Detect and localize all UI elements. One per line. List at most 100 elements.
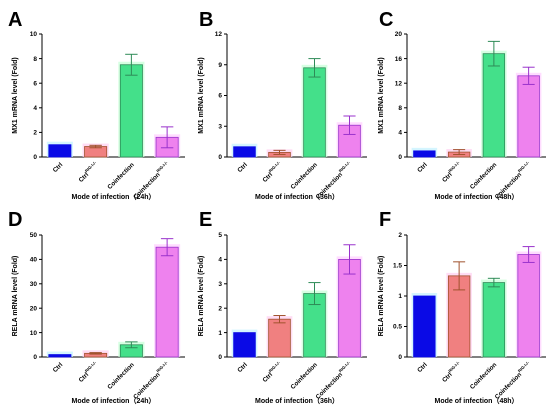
bar-group	[481, 40, 507, 158]
y-axis-label: MX1 mRNA level (Fold)	[12, 57, 19, 133]
y-tick-label: 4	[398, 130, 402, 137]
bar-3	[119, 64, 143, 158]
category-label-base: Ctrl	[261, 171, 274, 184]
y-tick-label: 16	[395, 56, 403, 63]
panel-letter: F	[379, 209, 391, 231]
y-tick-label: 50	[30, 232, 38, 239]
y-tick-label: 0	[33, 354, 37, 361]
bar-3	[482, 53, 506, 158]
y-tick-label: 40	[30, 257, 38, 264]
category-label-base: Ctrl	[78, 171, 91, 184]
y-tick-label: 6	[33, 80, 37, 87]
category-label: CtrlRIG-I-/-	[76, 160, 100, 184]
category-label-superscript: RIG-I-/-	[447, 160, 461, 174]
panel-letter: E	[199, 209, 212, 231]
y-tick-label: 0	[398, 354, 402, 361]
y-tick-label: 10	[30, 330, 38, 337]
bar-group	[336, 115, 363, 158]
bar-group	[411, 147, 438, 158]
y-tick-label: 8	[398, 105, 402, 112]
bar-4	[517, 75, 540, 158]
y-tick-label: 9	[218, 62, 222, 69]
bar-group	[481, 277, 507, 358]
y-tick-label: 0	[218, 354, 222, 361]
category-label-superscript: RIG-I-/-	[447, 360, 461, 374]
category-label-superscript: RIG-I-/-	[84, 360, 98, 374]
bar-group	[82, 143, 109, 158]
category-label-base: Coinfection	[106, 361, 136, 391]
category-label-base: Coinfection	[132, 371, 162, 401]
y-tick-label: 6	[218, 93, 222, 100]
x-axis-label: Mode of infection（36h）	[255, 193, 339, 201]
y-tick-label: 1	[398, 293, 402, 300]
category-label-superscript: RIG-I-/-	[517, 160, 531, 174]
y-tick-label: 3	[218, 281, 222, 288]
bar-3	[303, 67, 326, 158]
category-label: CtrlRIG-I-/-	[260, 360, 284, 384]
y-tick-label: 0.5	[393, 324, 402, 331]
bar-group	[46, 351, 73, 358]
category-label: Ctrl	[52, 361, 65, 374]
y-tick-label: 1.5	[393, 263, 402, 270]
bar-group	[411, 293, 438, 358]
category-label-base: Coinfection	[289, 161, 319, 191]
x-axis-label: Mode of infection（48h）	[435, 397, 519, 405]
bar-2	[268, 318, 291, 358]
bar-1	[233, 146, 256, 158]
bar-group	[82, 350, 109, 358]
y-tick-label: 4	[33, 105, 37, 112]
y-tick-label: 10	[30, 31, 38, 38]
bar-group	[46, 141, 73, 158]
category-label: Ctrl	[52, 161, 65, 174]
category-label: CtrlRIG-I-/-	[440, 160, 464, 184]
y-axis-label: RELA mRNA level (Fold)	[12, 256, 19, 337]
category-label-base: Coinfection	[106, 161, 136, 191]
panel-letter: B	[199, 9, 213, 31]
y-tick-label: 4	[218, 257, 222, 264]
category-label: CoinfectionRIG-I-/-	[313, 360, 354, 401]
category-label-base: Coinfection	[469, 161, 499, 191]
category-label-base: Coinfection	[315, 371, 345, 401]
y-tick-label: 0	[33, 154, 37, 161]
category-label: CtrlRIG-I-/-	[76, 360, 100, 384]
category-label-base: Ctrl	[52, 361, 65, 374]
category-label-base: Ctrl	[441, 371, 454, 384]
bar-group	[266, 315, 293, 358]
y-axis-label: MX1 mRNA level (Fold)	[198, 57, 205, 133]
bar-4	[155, 246, 179, 358]
category-label-base: Ctrl	[236, 361, 249, 374]
bar-group	[118, 53, 145, 158]
category-label: Ctrl	[416, 161, 429, 174]
bar-group	[301, 282, 328, 358]
bar-1	[413, 295, 436, 358]
category-label: Coinfection	[289, 361, 319, 391]
y-tick-label: 2	[33, 130, 37, 137]
category-label-base: Ctrl	[441, 171, 454, 184]
y-tick-label: 3	[218, 123, 222, 130]
category-label: Ctrl	[416, 361, 429, 374]
x-axis-label: Mode of infection（24h）	[72, 397, 156, 405]
category-label-base: Coinfection	[469, 361, 499, 391]
category-label: Coinfection	[106, 361, 136, 391]
category-label-base: Ctrl	[416, 161, 429, 174]
bar-group	[154, 238, 181, 358]
panel-letter: A	[8, 9, 22, 31]
category-label: CtrlRIG-I-/-	[260, 160, 284, 184]
bar-group	[446, 261, 472, 358]
y-tick-label: 12	[395, 80, 403, 87]
category-label: Coinfection	[289, 161, 319, 191]
bar-1	[413, 150, 436, 158]
category-label: CoinfectionRIG-I-/-	[492, 360, 533, 401]
bar-1	[48, 354, 72, 358]
category-label-superscript: RIG-I-/-	[338, 360, 352, 374]
bar-4	[517, 254, 540, 358]
bar-group	[446, 149, 472, 158]
category-label-base: Ctrl	[236, 161, 249, 174]
y-axis-label: RELA mRNA level (Fold)	[198, 256, 205, 337]
y-axis-label: MX1 mRNA level (Fold)	[378, 57, 385, 133]
